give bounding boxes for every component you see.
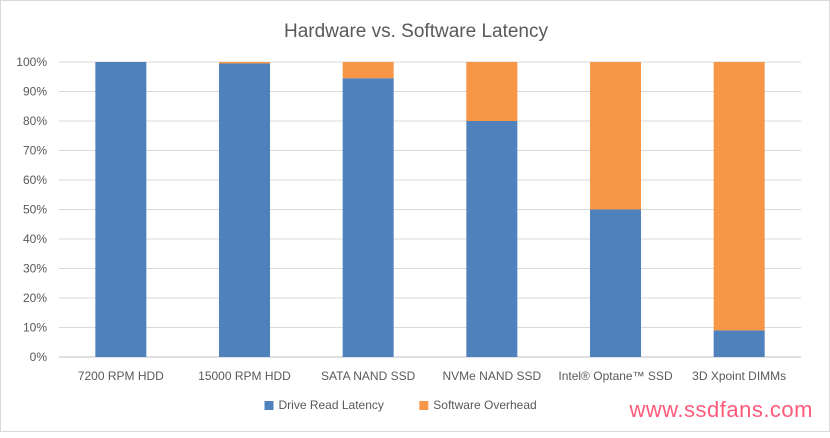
chart-title: Hardware vs. Software Latency <box>284 21 549 42</box>
y-tick-label: 30% <box>23 262 47 276</box>
bar-segment <box>95 62 147 357</box>
gridlines <box>59 61 801 358</box>
watermark: www.ssdfans.com <box>629 397 813 422</box>
x-tick-label: 7200 RPM HDD <box>78 369 164 383</box>
y-tick-label: 10% <box>23 321 47 335</box>
bar-segment <box>590 209 641 357</box>
x-tick-label: NVMe NAND SSD <box>442 369 541 383</box>
bar-segment <box>466 62 518 121</box>
bar-segment <box>713 330 765 357</box>
y-tick-label: 60% <box>23 173 47 187</box>
y-axis: 0% 10% 20% 30% 40% 50% 60% 70% 80% 90% 100% <box>16 55 47 364</box>
legend-label: Drive Read Latency <box>279 398 384 412</box>
y-tick-label: 80% <box>23 114 47 128</box>
y-tick-label: 20% <box>23 291 47 305</box>
y-tick-label: 70% <box>23 144 47 158</box>
legend-swatch <box>419 401 429 410</box>
bar-segment <box>342 78 394 357</box>
legend: Drive Read Latency Software Overhead <box>264 398 537 412</box>
x-tick-label: Intel® Optane™ SSD <box>558 369 673 383</box>
legend-label: Software Overhead <box>433 398 536 412</box>
bar-segment <box>713 62 765 331</box>
y-tick-label: 0% <box>30 350 48 364</box>
x-tick-label: SATA NAND SSD <box>321 369 416 383</box>
bar-segment <box>219 63 270 357</box>
x-tick-label: 3D Xpoint DIMMs <box>692 369 786 383</box>
bar-segment <box>342 62 394 79</box>
x-axis: 7200 RPM HDD 15000 RPM HDD SATA NAND SSD NV… <box>78 369 786 383</box>
x-tick-label: 15000 RPM HDD <box>198 369 291 383</box>
y-tick-label: 40% <box>23 232 47 246</box>
bar-segment <box>219 62 270 64</box>
bar-segment <box>590 62 641 210</box>
y-tick-label: 100% <box>16 55 47 69</box>
bars <box>95 62 765 357</box>
bar-segment <box>466 121 518 357</box>
legend-swatch <box>264 401 274 410</box>
y-tick-label: 90% <box>23 85 47 99</box>
y-tick-label: 50% <box>23 203 47 217</box>
